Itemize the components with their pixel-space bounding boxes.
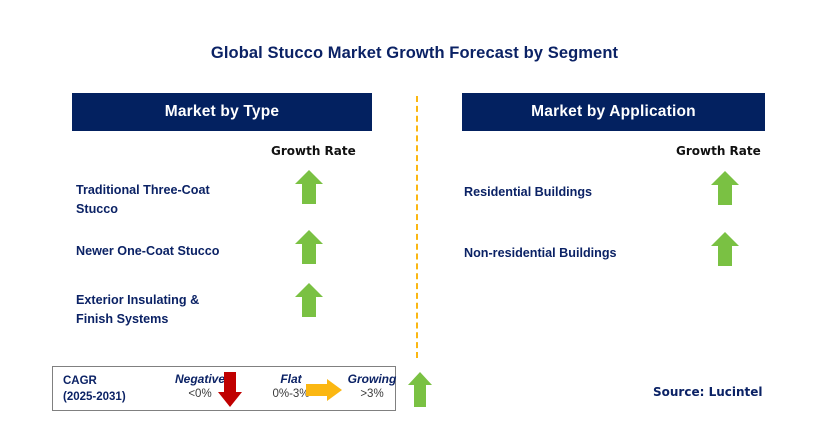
legend-item-negative: Negative <0% (165, 372, 235, 400)
column-divider (416, 96, 418, 358)
segment-label: Traditional Three-Coat Stucco (76, 183, 210, 216)
legend-item-value: >3% (360, 388, 384, 400)
growth-rate-caption-left: Growth Rate (271, 144, 356, 158)
legend-item-value: <0% (188, 388, 212, 400)
down-arrow-icon (217, 371, 243, 408)
legend-item-flat: Flat 0%-3% (253, 372, 329, 400)
legend-item-name: Flat (280, 372, 302, 386)
up-arrow-icon (294, 169, 324, 205)
column-header-label: Market by Application (531, 103, 696, 120)
column-header-market-by-type: Market by Type (72, 93, 372, 131)
segment-label: Non-residential Buildings (464, 246, 617, 260)
legend-cagr: CAGR (2025-2031) (63, 373, 126, 405)
segment-label: Exterior Insulating & Finish Systems (76, 293, 200, 326)
up-arrow-icon (407, 371, 433, 408)
up-arrow-icon (710, 170, 740, 206)
legend-item-name: Growing (347, 372, 397, 386)
page-title: Global Stucco Market Growth Forecast by … (210, 44, 619, 62)
growth-rate-caption-right: Growth Rate (676, 144, 761, 158)
up-arrow-icon (710, 231, 740, 267)
segment-label: Residential Buildings (464, 185, 593, 199)
right-arrow-icon (305, 378, 343, 402)
legend-cagr-label: CAGR (63, 375, 97, 387)
legend-item-growing: Growing >3% (338, 372, 406, 400)
column-header-label: Market by Type (164, 103, 280, 120)
legend-cagr-period: (2025-2031) (63, 391, 126, 403)
legend-box: CAGR (2025-2031) Negative <0% Flat 0%-3%… (52, 366, 432, 411)
segment-label: Newer One-Coat Stucco (76, 244, 220, 258)
legend-item-name: Negative (174, 372, 226, 386)
source-attribution: Source: Lucintel (653, 385, 763, 399)
up-arrow-icon (294, 229, 324, 265)
up-arrow-icon (294, 282, 324, 318)
column-header-market-by-application: Market by Application (462, 93, 765, 131)
legend-item-value: 0%-3% (272, 388, 310, 400)
